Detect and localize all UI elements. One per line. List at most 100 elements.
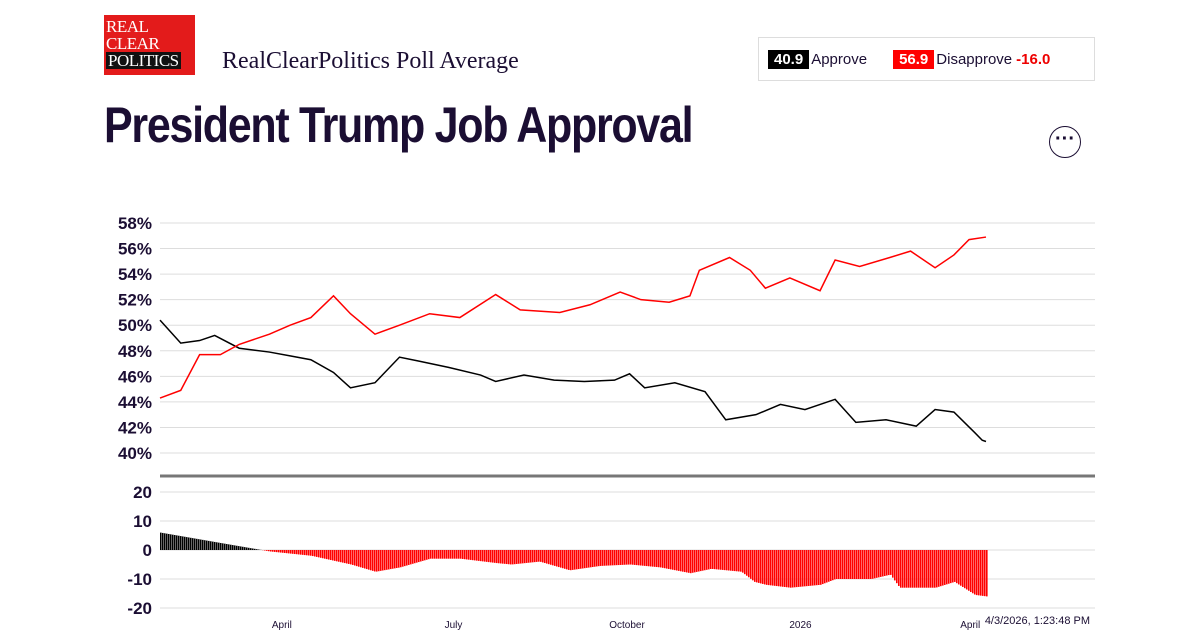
spread-bar bbox=[390, 550, 392, 570]
spread-bar bbox=[208, 540, 210, 550]
spread-bar bbox=[650, 550, 652, 567]
spread-bar bbox=[300, 550, 302, 555]
spread-bar bbox=[972, 550, 974, 594]
spread-bar bbox=[784, 550, 786, 588]
spread-bar bbox=[654, 550, 656, 567]
spread-bar bbox=[718, 550, 720, 570]
spread-bar bbox=[642, 550, 644, 566]
spread-bar bbox=[712, 550, 714, 569]
spread-bar bbox=[802, 550, 804, 587]
spread-bar bbox=[430, 550, 432, 559]
spread-bar bbox=[658, 550, 660, 568]
spread-bar bbox=[892, 550, 894, 578]
spread-bar bbox=[786, 550, 788, 588]
spread-bar bbox=[666, 550, 668, 569]
timestamp: 4/3/2026, 1:23:48 PM bbox=[985, 615, 1090, 627]
spread-bar bbox=[178, 535, 180, 550]
spread-bar bbox=[448, 550, 450, 559]
spread-bar bbox=[568, 550, 570, 570]
spread-bar bbox=[346, 550, 348, 564]
y-tick-label: 54% bbox=[118, 265, 152, 284]
x-tick-label: October bbox=[609, 620, 645, 630]
spread-bar bbox=[878, 550, 880, 578]
spread-bar bbox=[830, 550, 832, 581]
spread-bar bbox=[854, 550, 856, 579]
spread-bar bbox=[962, 550, 964, 587]
spread-bar bbox=[782, 550, 784, 587]
x-tick-label: 2026 bbox=[789, 620, 812, 630]
spread-bar bbox=[586, 550, 588, 568]
spread-bar bbox=[862, 550, 864, 579]
spread-bar bbox=[370, 550, 372, 571]
more-options-button[interactable]: ··· bbox=[1049, 126, 1081, 158]
spread-y-tick-label: -20 bbox=[127, 599, 152, 618]
spread-bar bbox=[956, 550, 958, 584]
spread-bar bbox=[852, 550, 854, 579]
spread-bar bbox=[886, 550, 888, 576]
spread-bar bbox=[694, 550, 696, 573]
spread-bar bbox=[294, 550, 296, 555]
spread-bar bbox=[242, 546, 244, 550]
spread-bar bbox=[232, 545, 234, 550]
spread-bar bbox=[890, 550, 892, 575]
spread-bar bbox=[406, 550, 408, 566]
spread-y-tick-label: 0 bbox=[143, 541, 152, 560]
spread-value: -16.0 bbox=[1016, 50, 1051, 68]
spread-bar bbox=[838, 550, 840, 579]
spread-bar bbox=[506, 550, 508, 565]
spread-bar bbox=[198, 539, 200, 550]
spread-bar bbox=[560, 550, 562, 568]
spread-bar bbox=[426, 550, 428, 560]
spread-bar bbox=[606, 550, 608, 566]
spread-bar bbox=[580, 550, 582, 569]
spread-bar bbox=[230, 544, 232, 550]
spread-bar bbox=[772, 550, 774, 586]
spread-bar bbox=[920, 550, 922, 588]
spread-bar bbox=[742, 550, 744, 573]
rcp-logo[interactable]: REAL CLEAR POLITICS bbox=[104, 15, 195, 75]
spread-bar bbox=[926, 550, 928, 588]
spread-bar bbox=[896, 550, 898, 584]
spread-bar bbox=[716, 550, 718, 570]
spread-bar bbox=[758, 550, 760, 583]
y-tick-label: 58% bbox=[118, 214, 152, 233]
spread-bar bbox=[180, 536, 182, 550]
spread-bar bbox=[272, 550, 274, 552]
spread-bar bbox=[496, 550, 498, 564]
spread-bar bbox=[306, 550, 308, 556]
spread-bar bbox=[596, 550, 598, 567]
spread-bar bbox=[686, 550, 688, 573]
spread-bar bbox=[368, 550, 370, 570]
spread-bar bbox=[942, 550, 944, 586]
spread-bar bbox=[746, 550, 748, 576]
spread-bar bbox=[284, 550, 286, 553]
spread-bar bbox=[396, 550, 398, 569]
spread-bar bbox=[360, 550, 362, 568]
spread-bar bbox=[484, 550, 486, 562]
spread-bar bbox=[576, 550, 578, 570]
spread-bar bbox=[964, 550, 966, 589]
spread-bar bbox=[514, 550, 516, 565]
approve-label: Approve bbox=[811, 50, 868, 68]
spread-bar bbox=[534, 550, 536, 563]
approve-line bbox=[159, 319, 987, 443]
spread-bar bbox=[250, 548, 252, 550]
spread-bar bbox=[826, 550, 828, 583]
spread-bar bbox=[552, 550, 554, 566]
spread-bar bbox=[604, 550, 606, 566]
spread-bar bbox=[536, 550, 538, 562]
spread-bar bbox=[188, 537, 190, 550]
spread-bar bbox=[290, 550, 292, 554]
spread-bar bbox=[482, 550, 484, 562]
spread-bar bbox=[822, 550, 824, 585]
spread-bar bbox=[336, 550, 338, 562]
spread-bar bbox=[414, 550, 416, 564]
y-tick-label: 40% bbox=[118, 444, 152, 463]
spread-bar bbox=[212, 541, 214, 550]
spread-bar bbox=[912, 550, 914, 588]
spread-bar bbox=[432, 550, 434, 559]
spread-bar bbox=[166, 533, 168, 550]
spread-bar bbox=[298, 550, 300, 555]
spread-bar bbox=[788, 550, 790, 588]
spread-bar bbox=[344, 550, 346, 564]
